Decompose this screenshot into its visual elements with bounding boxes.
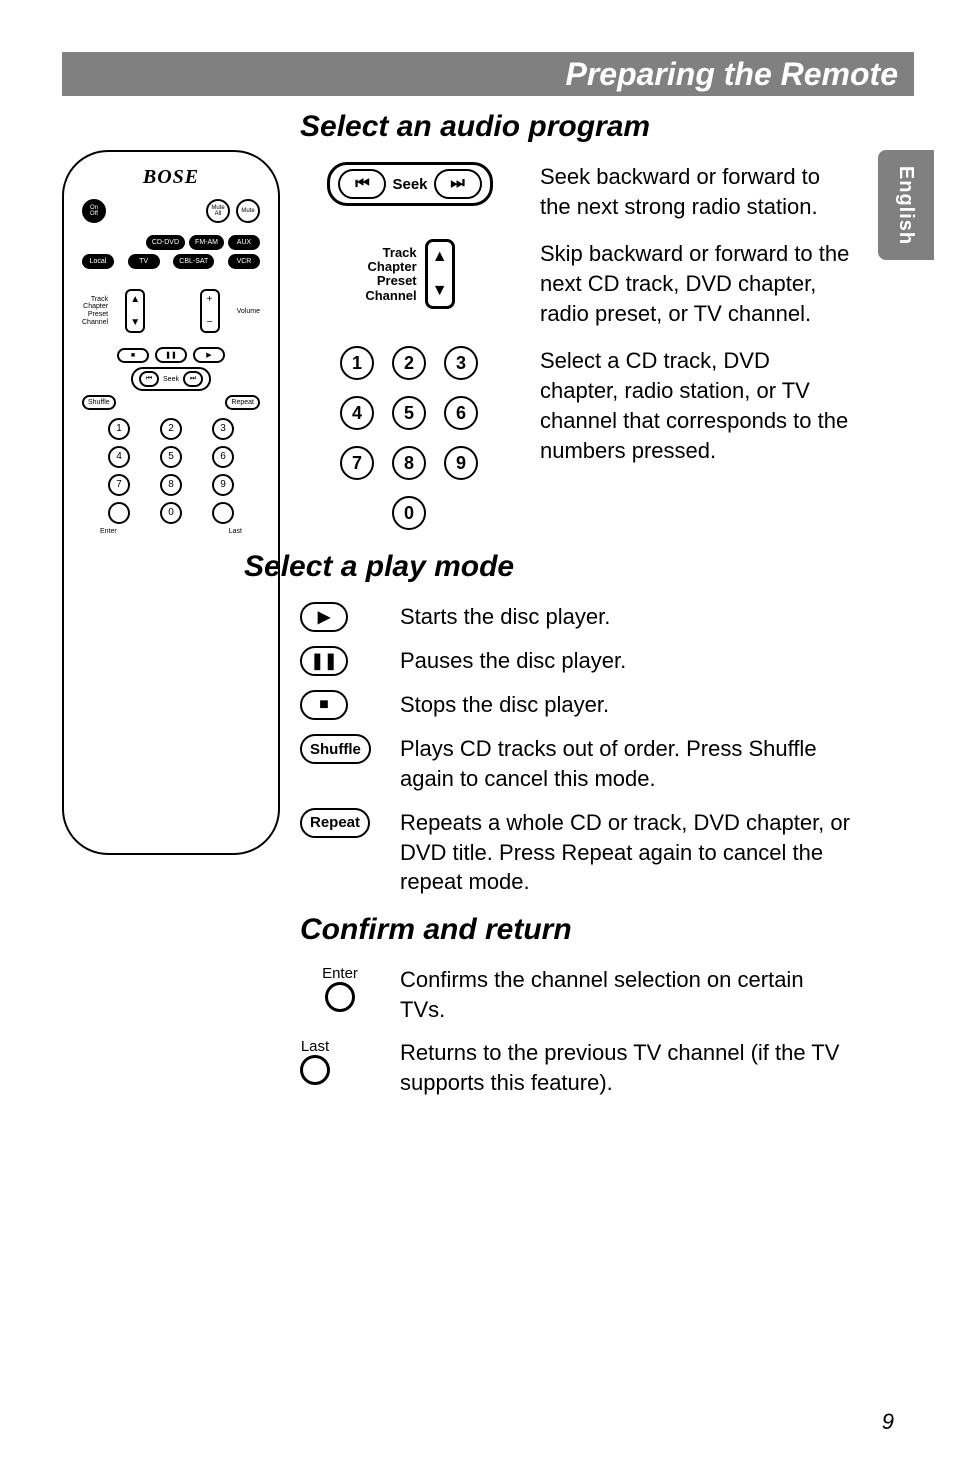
enter-label-small: Enter <box>100 528 117 535</box>
num-3: 3 <box>212 418 234 440</box>
shuffle-row: Shuffle Plays CD tracks out of order. Pr… <box>300 734 854 793</box>
enter-small <box>108 502 130 524</box>
shuffle-button: Shuffle <box>300 734 371 764</box>
numpad-desc: Select a CD track, DVD chapter, radio st… <box>540 346 854 465</box>
seek-button-group: ⏮ Seek ⏭ <box>327 162 492 206</box>
seek-label: Seek <box>392 176 427 193</box>
volume-up-down: +− <box>200 289 220 333</box>
mute-button: Mute <box>236 199 260 223</box>
section1-title: Select an audio program <box>300 110 854 144</box>
src-local: Local <box>82 254 114 269</box>
num-6: 6 <box>212 446 234 468</box>
section2-title: Select a play mode <box>244 550 854 584</box>
track-row: Track Chapter Preset Channel ▲▼ Skip bac… <box>300 239 854 328</box>
pause-small: ❚❚ <box>155 347 187 363</box>
seek-next-icon: ⏭ <box>434 169 482 199</box>
seek-prev-icon: ⏮ <box>338 169 386 199</box>
numpad-8: 8 <box>392 446 426 480</box>
enter-icon <box>325 982 355 1012</box>
numpad-9: 9 <box>444 446 478 480</box>
numpad-4: 4 <box>340 396 374 430</box>
pause-desc: Pauses the disc player. <box>400 646 854 676</box>
num-1: 1 <box>108 418 130 440</box>
volume-label: Volume <box>237 308 260 315</box>
language-tab: English <box>878 150 934 260</box>
seek-desc: Seek backward or forward to the next str… <box>540 162 854 221</box>
arrow-up-icon: ▲ <box>432 248 448 266</box>
last-desc: Returns to the previous TV channel (if t… <box>400 1038 854 1097</box>
play-icon: ▶ <box>300 602 348 632</box>
enter-label: Enter <box>322 965 358 982</box>
remote-illustration: BOSE On Off Mute All Mute CD-DVD FM-AM A… <box>62 150 280 855</box>
remote-numpad: 1 2 3 4 5 6 7 8 9 0 <box>96 418 246 524</box>
track-button-group: Track Chapter Preset Channel ▲▼ <box>365 239 454 309</box>
numpad-5: 5 <box>392 396 426 430</box>
repeat-button: Repeat <box>300 808 370 838</box>
seek-label-small: Seek <box>163 376 179 383</box>
last-icon <box>300 1055 330 1085</box>
brand-logo: BOSE <box>76 166 266 189</box>
last-row: Last Returns to the previous TV channel … <box>300 1038 854 1097</box>
repeat-small: Repeat <box>225 395 260 410</box>
page-number: 9 <box>882 1409 894 1435</box>
src-vcr: VCR <box>228 254 260 269</box>
arrow-down-icon: ▼ <box>432 282 448 300</box>
track-labels: Track Chapter Preset Channel <box>365 246 416 303</box>
repeat-desc: Repeats a whole CD or track, DVD chapter… <box>400 808 854 897</box>
seek-row: ⏮ Seek ⏭ Seek backward or forward to the… <box>300 162 854 221</box>
enter-row: Enter Confirms the channel selection on … <box>300 965 854 1024</box>
src-cblsat: CBL-SAT <box>173 254 214 269</box>
numpad-1: 1 <box>340 346 374 380</box>
num-2: 2 <box>160 418 182 440</box>
last-label-small: Last <box>229 528 242 535</box>
play-row: ▶ Starts the disc player. <box>300 602 854 632</box>
num-4: 4 <box>108 446 130 468</box>
numpad-3: 3 <box>444 346 478 380</box>
numpad-2: 2 <box>392 346 426 380</box>
enter-desc: Confirms the channel selection on certai… <box>400 965 854 1024</box>
num-0: 0 <box>160 502 182 524</box>
repeat-row: Repeat Repeats a whole CD or track, DVD … <box>300 808 854 897</box>
language-tab-label: English <box>895 165 918 244</box>
numpad-7: 7 <box>340 446 374 480</box>
track-up-down: ▲▼ <box>125 289 145 333</box>
last-label: Last <box>301 1038 329 1055</box>
track-arrow-box: ▲▼ <box>425 239 455 309</box>
num-7: 7 <box>108 474 130 496</box>
play-small: ▶ <box>193 347 225 363</box>
main-content: Select an audio program ⏮ Seek ⏭ Seek ba… <box>300 110 854 1112</box>
mute-all-button: Mute All <box>206 199 230 223</box>
num-8: 8 <box>160 474 182 496</box>
track-label: Track Chapter Preset Channel <box>82 296 108 327</box>
shuffle-desc: Plays CD tracks out of order. Press Shuf… <box>400 734 854 793</box>
last-small <box>212 502 234 524</box>
numpad-grid: 1 2 3 4 5 6 7 8 9 0 <box>340 346 480 530</box>
play-desc: Starts the disc player. <box>400 602 854 632</box>
track-desc: Skip backward or forward to the next CD … <box>540 239 854 328</box>
src-tv: TV <box>128 254 160 269</box>
src-cddvd: CD-DVD <box>146 235 185 250</box>
num-5: 5 <box>160 446 182 468</box>
on-off-button: On Off <box>82 199 106 223</box>
seek-prev-small: ⏮ <box>139 371 159 387</box>
numpad-row: 1 2 3 4 5 6 7 8 9 0 Select a CD track, D… <box>300 346 854 530</box>
shuffle-small: Shuffle <box>82 395 116 410</box>
src-aux: AUX <box>228 235 260 250</box>
pause-row: ❚❚ Pauses the disc player. <box>300 646 854 676</box>
section3-title: Confirm and return <box>300 913 854 947</box>
stop-icon: ■ <box>300 690 348 720</box>
seek-next-small: ⏭ <box>183 371 203 387</box>
src-fmam: FM-AM <box>189 235 224 250</box>
stop-small: ■ <box>117 348 149 363</box>
stop-row: ■ Stops the disc player. <box>300 690 854 720</box>
page-title: Preparing the Remote <box>565 56 898 93</box>
num-9: 9 <box>212 474 234 496</box>
stop-desc: Stops the disc player. <box>400 690 854 720</box>
page-header-bar: Preparing the Remote <box>62 52 914 96</box>
numpad-0: 0 <box>392 496 426 530</box>
pause-icon: ❚❚ <box>300 646 348 676</box>
numpad-6: 6 <box>444 396 478 430</box>
